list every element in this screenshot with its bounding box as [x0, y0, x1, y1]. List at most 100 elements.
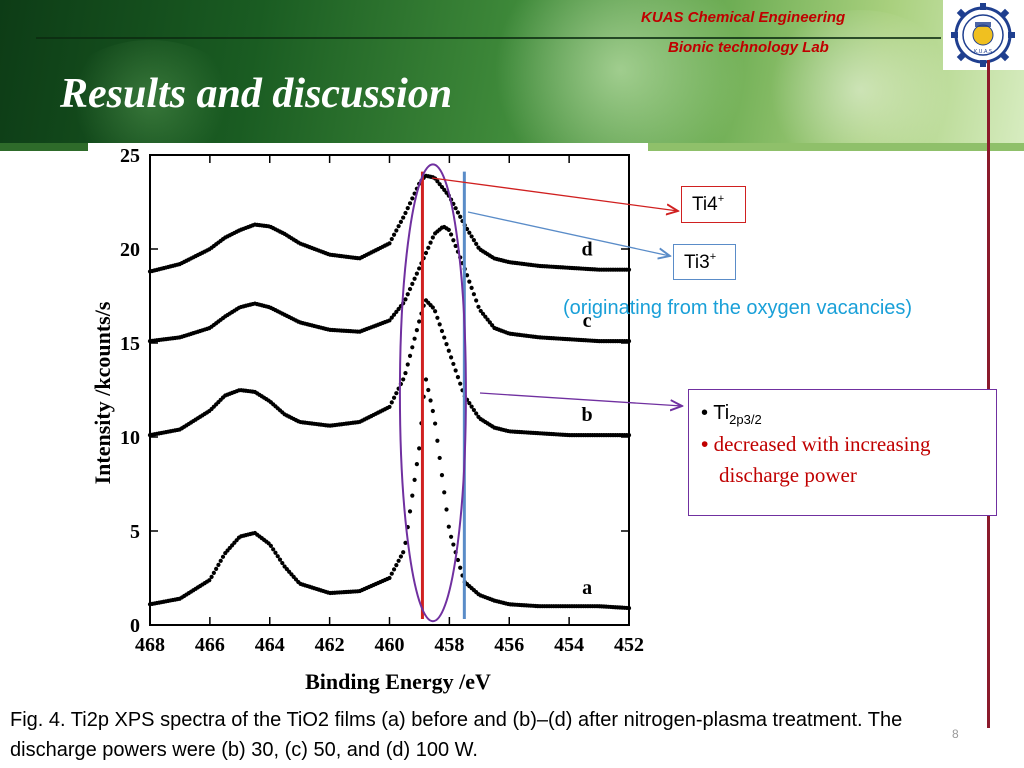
- bullet: •: [701, 402, 709, 424]
- data-point-b: [430, 305, 435, 310]
- data-point-b: [471, 407, 476, 413]
- data-point-c: [448, 232, 454, 237]
- data-point-d: [437, 182, 442, 187]
- y-tick-label: 25: [120, 145, 140, 167]
- data-point-a: [412, 477, 417, 482]
- data-point-a: [448, 534, 454, 539]
- data-point-c: [430, 235, 435, 240]
- data-point-a: [626, 605, 632, 611]
- data-point-c: [485, 317, 490, 322]
- ti4-label-box: Ti4+: [681, 186, 746, 223]
- data-point-b: [403, 370, 408, 376]
- trend-text-1: decreased with increasing: [713, 432, 931, 456]
- data-point-a: [209, 574, 214, 579]
- data-point-c: [469, 285, 474, 290]
- data-point-c: [467, 279, 472, 284]
- ti4-charge: +: [717, 193, 725, 205]
- data-point-a: [426, 387, 431, 393]
- data-point-b: [439, 328, 445, 334]
- data-point-d: [467, 230, 472, 235]
- data-point-a: [268, 543, 273, 548]
- data-point-c: [483, 314, 488, 319]
- data-point-c: [478, 308, 483, 314]
- data-point-a: [455, 557, 461, 563]
- data-point-d: [403, 210, 408, 216]
- ti2p-label: Ti: [713, 402, 730, 424]
- xps-chart-svg: 468 466 464 462 460 458 456 454 452 0 5 10 15 20 25 a b…: [90, 145, 644, 694]
- data-point-c: [426, 245, 431, 250]
- data-point-d: [391, 232, 397, 237]
- data-point-a: [428, 398, 433, 403]
- data-point-a: [398, 554, 403, 559]
- data-point-a: [271, 547, 276, 552]
- data-point-c: [428, 240, 433, 245]
- data-point-b: [469, 404, 474, 409]
- data-point-b: [435, 315, 440, 320]
- y-axis-label: Intensity /kcounts/s: [90, 301, 115, 484]
- data-point-d: [458, 214, 463, 219]
- data-point-c: [412, 276, 417, 281]
- y-tick-label: 20: [120, 239, 140, 261]
- banner-glow: [60, 40, 240, 143]
- data-point-a: [394, 563, 399, 568]
- data-point-b: [442, 335, 447, 340]
- data-point-a: [280, 560, 285, 566]
- data-point-b: [401, 377, 406, 382]
- figure-caption: Fig. 4. Ti2p XPS spectra of the TiO2 fil…: [10, 709, 903, 761]
- ti2p-subscript: 2p3/2: [729, 412, 762, 427]
- series-label-a: a: [582, 577, 592, 599]
- trend-line: • decreased with increasing: [701, 432, 931, 457]
- x-tick-label: 466: [195, 634, 225, 656]
- data-point-d: [464, 226, 470, 232]
- data-point-a: [207, 578, 212, 583]
- data-point-c: [410, 281, 415, 287]
- data-point-a: [391, 567, 397, 572]
- data-point-b: [451, 361, 456, 367]
- data-point-a: [410, 493, 415, 498]
- data-point-a: [387, 575, 392, 581]
- data-point-a: [437, 455, 442, 461]
- data-point-b: [412, 336, 417, 341]
- data-point-c: [403, 297, 408, 302]
- x-tick-label: 454: [554, 634, 584, 656]
- axes-group: 468 466 464 462 460 458 456 454 452 0 5 10 15 20 25: [120, 145, 644, 656]
- lab-name-line1: KUAS Chemical Engineering: [641, 9, 846, 26]
- data-point-d: [389, 236, 394, 242]
- data-point-d: [439, 184, 445, 190]
- data-point-d: [471, 238, 476, 243]
- banner-glow: [480, 0, 760, 143]
- data-point-b: [407, 353, 413, 358]
- data-point-a: [414, 462, 419, 467]
- data-point-d: [469, 234, 474, 239]
- data-point-a: [275, 554, 280, 559]
- data-point-a: [396, 558, 401, 563]
- data-point-b: [417, 319, 422, 324]
- ti3-charge: +: [709, 251, 717, 263]
- xps-chart: 468 466 464 462 460 458 456 454 452 0 5 10 15 20 25 a b…: [88, 143, 648, 703]
- data-point-d: [407, 201, 413, 206]
- gear-icon: [951, 3, 1015, 67]
- data-point-d: [455, 210, 461, 215]
- y-tick-label: 5: [130, 521, 140, 543]
- data-point-c: [626, 339, 632, 344]
- data-point-c: [487, 320, 492, 325]
- data-point-a: [218, 558, 223, 563]
- data-point-a: [216, 562, 221, 567]
- series-group: a b c d: [147, 173, 632, 611]
- overlay-group: [398, 163, 467, 623]
- data-point-d: [394, 228, 399, 233]
- slide-title: Results and discussion: [60, 71, 453, 117]
- data-point-b: [410, 345, 415, 350]
- series-label-b: b: [582, 404, 593, 426]
- page-number: 8: [952, 727, 959, 741]
- data-point-b: [467, 401, 472, 406]
- data-point-a: [401, 550, 406, 555]
- data-point-a: [273, 550, 278, 555]
- data-point-c: [394, 309, 399, 314]
- data-point-a: [407, 509, 413, 514]
- data-point-a: [458, 565, 463, 570]
- ti3-arrow: [467, 211, 670, 256]
- data-point-d: [474, 241, 479, 246]
- data-point-b: [437, 322, 442, 327]
- data-point-d: [442, 187, 447, 193]
